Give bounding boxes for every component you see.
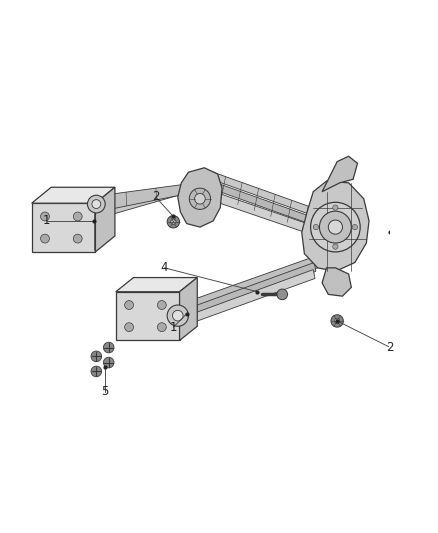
Circle shape [335, 318, 340, 324]
Circle shape [167, 305, 188, 326]
Circle shape [189, 188, 211, 209]
Circle shape [333, 244, 338, 249]
Circle shape [73, 212, 82, 221]
Circle shape [125, 301, 134, 310]
Circle shape [103, 357, 114, 368]
Circle shape [92, 200, 101, 208]
Text: 1: 1 [170, 321, 177, 334]
Circle shape [91, 351, 102, 362]
Circle shape [157, 322, 166, 332]
Circle shape [157, 301, 166, 310]
Polygon shape [302, 181, 369, 271]
Polygon shape [210, 181, 336, 232]
Circle shape [88, 195, 105, 213]
Circle shape [167, 215, 180, 228]
Circle shape [103, 342, 114, 353]
Circle shape [41, 212, 49, 221]
Circle shape [173, 310, 183, 321]
Circle shape [194, 193, 205, 204]
Circle shape [331, 315, 343, 327]
Polygon shape [207, 190, 333, 241]
Text: 5: 5 [102, 385, 109, 398]
Circle shape [125, 322, 134, 332]
Polygon shape [116, 292, 180, 341]
Text: 2: 2 [152, 190, 159, 204]
Polygon shape [178, 270, 315, 328]
Circle shape [328, 220, 343, 234]
Text: 1: 1 [43, 214, 50, 228]
Polygon shape [95, 185, 195, 219]
Polygon shape [95, 187, 115, 252]
Circle shape [277, 289, 288, 300]
Polygon shape [178, 263, 316, 321]
Polygon shape [322, 156, 357, 192]
Circle shape [311, 203, 360, 252]
Text: 2: 2 [386, 341, 394, 354]
Polygon shape [178, 256, 318, 318]
Circle shape [171, 219, 176, 224]
Polygon shape [322, 268, 351, 296]
Circle shape [91, 366, 102, 377]
Circle shape [352, 224, 357, 230]
Circle shape [41, 234, 49, 243]
Polygon shape [32, 203, 95, 252]
Text: 4: 4 [161, 261, 168, 274]
Polygon shape [96, 183, 197, 212]
Polygon shape [32, 187, 115, 203]
Circle shape [313, 224, 318, 230]
Polygon shape [116, 278, 197, 292]
Circle shape [319, 211, 351, 243]
Circle shape [333, 205, 338, 211]
Polygon shape [180, 278, 197, 341]
Polygon shape [178, 168, 222, 227]
Polygon shape [212, 172, 337, 223]
Circle shape [73, 234, 82, 243]
